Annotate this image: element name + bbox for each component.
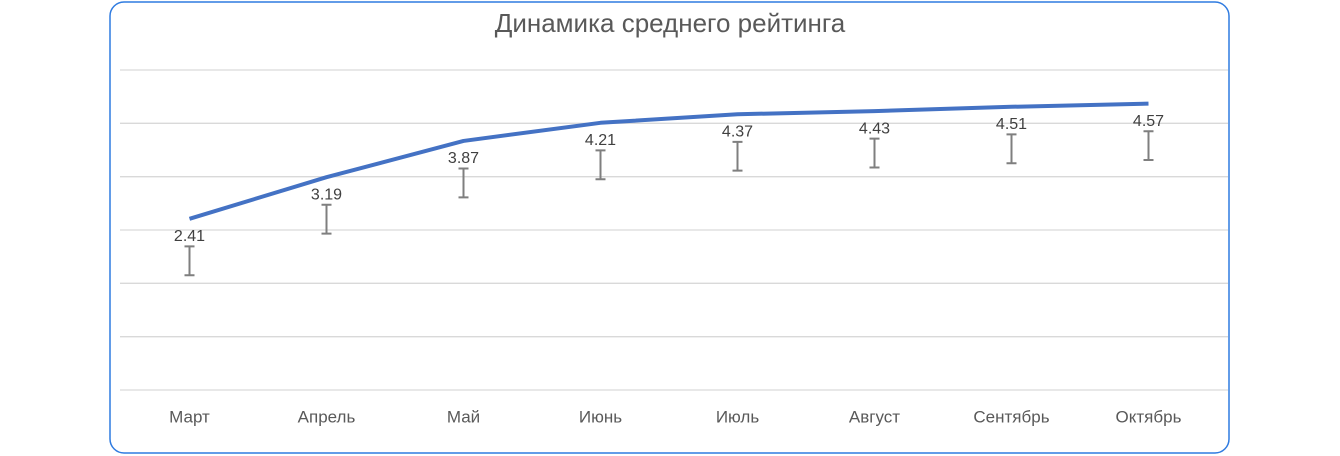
data-label: 4.57: [1133, 113, 1164, 130]
data-label: 3.19: [311, 186, 342, 203]
error-bar: [458, 167, 469, 199]
line: [188, 101, 1149, 221]
x-tick-label: Июнь: [579, 407, 622, 426]
x-tick-label: Март: [169, 407, 210, 426]
x-tick-label: Октябрь: [1116, 407, 1182, 426]
x-tick-label: Май: [447, 407, 480, 426]
x-tick-label: Сентябрь: [973, 407, 1049, 426]
data-label: 3.87: [448, 150, 479, 167]
data-label: 2.41: [174, 228, 205, 245]
data-label: 4.21: [585, 132, 616, 149]
x-tick-label: Август: [849, 407, 900, 426]
chart-title: Динамика среднего рейтинга: [495, 8, 846, 38]
error-bar: [1006, 133, 1017, 165]
data-label: 4.37: [722, 123, 753, 140]
error-bar: [321, 203, 332, 235]
data-label: 4.51: [996, 116, 1027, 133]
x-tick-label: Апрель: [298, 407, 356, 426]
error-bar: [184, 245, 195, 277]
data-label: 4.43: [859, 120, 890, 137]
error-bar: [595, 149, 606, 181]
error-bar: [869, 137, 880, 169]
x-tick-label: Июль: [716, 407, 760, 426]
error-bar: [732, 140, 743, 172]
error-bar: [1143, 130, 1154, 161]
chart-frame: [109, 1, 1230, 454]
